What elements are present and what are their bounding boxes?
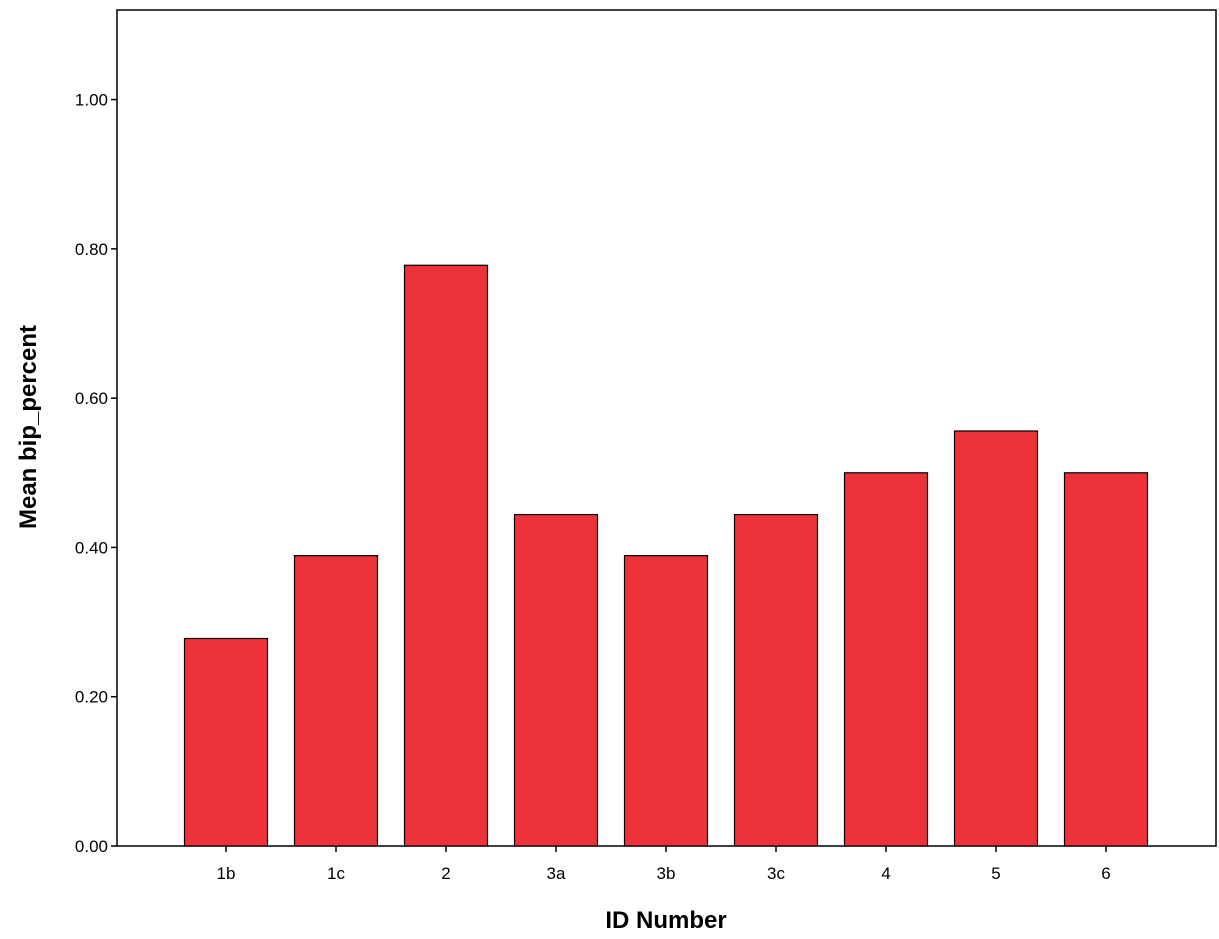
x-tick-label: 5: [991, 864, 1000, 883]
x-tick-label: 3a: [547, 864, 566, 883]
bar-3c: [733, 513, 819, 847]
bar-5: [953, 430, 1039, 847]
y-tick-label: 0.80: [75, 240, 108, 259]
bar-1c: [293, 555, 379, 847]
y-tick-label: 0.60: [75, 389, 108, 408]
x-tick-label: 3c: [767, 864, 785, 883]
y-axis: 0.00 0.20 0.40 0.60 0.80 1.00: [75, 91, 117, 856]
x-tick-label: 6: [1101, 864, 1110, 883]
bar-3a: [513, 513, 599, 847]
x-tick-label: 1b: [217, 864, 236, 883]
x-axis-title: ID Number: [605, 907, 726, 934]
bar-3b: [623, 555, 709, 847]
bar-4: [843, 472, 929, 847]
bar-2: [403, 264, 489, 847]
x-tick-label: 1c: [327, 864, 345, 883]
y-axis-title: Mean bip_percent: [15, 325, 42, 529]
y-tick-label: 0.20: [75, 688, 108, 707]
x-tick-label: 4: [881, 864, 890, 883]
y-tick-label: 1.00: [75, 91, 108, 110]
bar-6: [1063, 472, 1149, 847]
x-tick-label: 3b: [657, 864, 676, 883]
bars: [183, 264, 1149, 847]
x-axis: 1b 1c 2 3a 3b 3c 4 5 6: [217, 846, 1111, 883]
y-tick-label: 0.40: [75, 538, 108, 557]
x-tick-label: 2: [441, 864, 450, 883]
y-tick-label: 0.00: [75, 837, 108, 856]
bar-1b: [183, 637, 269, 847]
